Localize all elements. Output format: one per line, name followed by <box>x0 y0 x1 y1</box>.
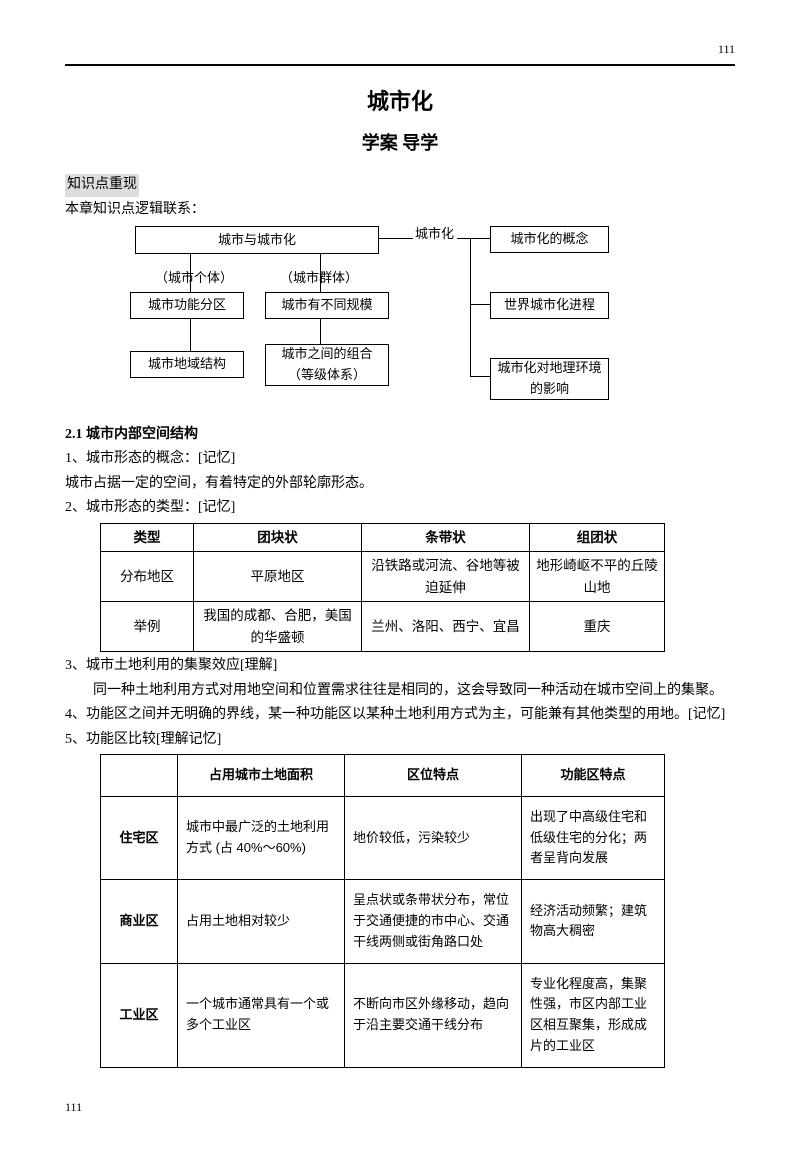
para-2: 城市占据一定的空间，有着特定的外部轮廓形态。 <box>65 473 735 495</box>
para-7: 5、功能区比较[理解记忆] <box>65 729 735 751</box>
diagram-box-3: 城市有不同规模 <box>265 292 389 319</box>
concept-diagram: 城市与城市化 （城市个体） （城市群体） 城市功能分区 城市有不同规模 城市地域… <box>95 226 735 416</box>
para-3: 2、城市形态的类型：[记忆] <box>65 497 735 519</box>
para-6: 4、功能区之间并无明确的界线，某一种功能区以某种土地利用方式为主，可能兼有其他类… <box>65 704 735 726</box>
diagram-box-r1: 城市化的概念 <box>490 226 609 253</box>
para-1: 1、城市形态的概念：[记忆] <box>65 448 735 470</box>
table-city-shapes: 类型团块状条带状组团状 分布地区平原地区沿铁路或河流、谷地等被迫延伸地形崎岖不平… <box>100 523 665 653</box>
page-subtitle: 学案 导学 <box>65 129 735 158</box>
diagram-box-r2: 世界城市化进程 <box>490 292 609 319</box>
highlight-label: 知识点重现 <box>65 174 139 196</box>
section-heading: 2.1 城市内部空间结构 <box>65 424 735 446</box>
diagram-label-top: 城市化 <box>415 224 454 245</box>
diagram-label-1: （城市个体） <box>155 268 233 289</box>
diagram-box-5: 城市之间的组合（等级体系） <box>265 344 389 386</box>
page-number-bottom: 111 <box>65 1098 735 1117</box>
page-title: 城市化 <box>65 84 735 119</box>
diagram-box-2: 城市功能分区 <box>130 292 244 319</box>
diagram-label-2: （城市群体） <box>280 268 358 289</box>
diagram-box-main: 城市与城市化 <box>135 226 379 254</box>
para-5: 同一种土地利用方式对用地空间和位置需求往往是相同的，这会导致同一种活动在城市空间… <box>65 680 735 702</box>
diagram-box-r3: 城市化对地理环境的影响 <box>490 358 609 400</box>
intro-text: 本章知识点逻辑联系： <box>65 199 735 221</box>
para-4: 3、城市土地利用的集聚效应[理解] <box>65 655 735 677</box>
table-function-zones: 占用城市土地面积区位特点功能区特点 住宅区城市中最广泛的土地利用方式 (占 40… <box>100 754 665 1068</box>
page-number-top: 111 <box>65 40 735 66</box>
diagram-box-4: 城市地域结构 <box>130 351 244 378</box>
